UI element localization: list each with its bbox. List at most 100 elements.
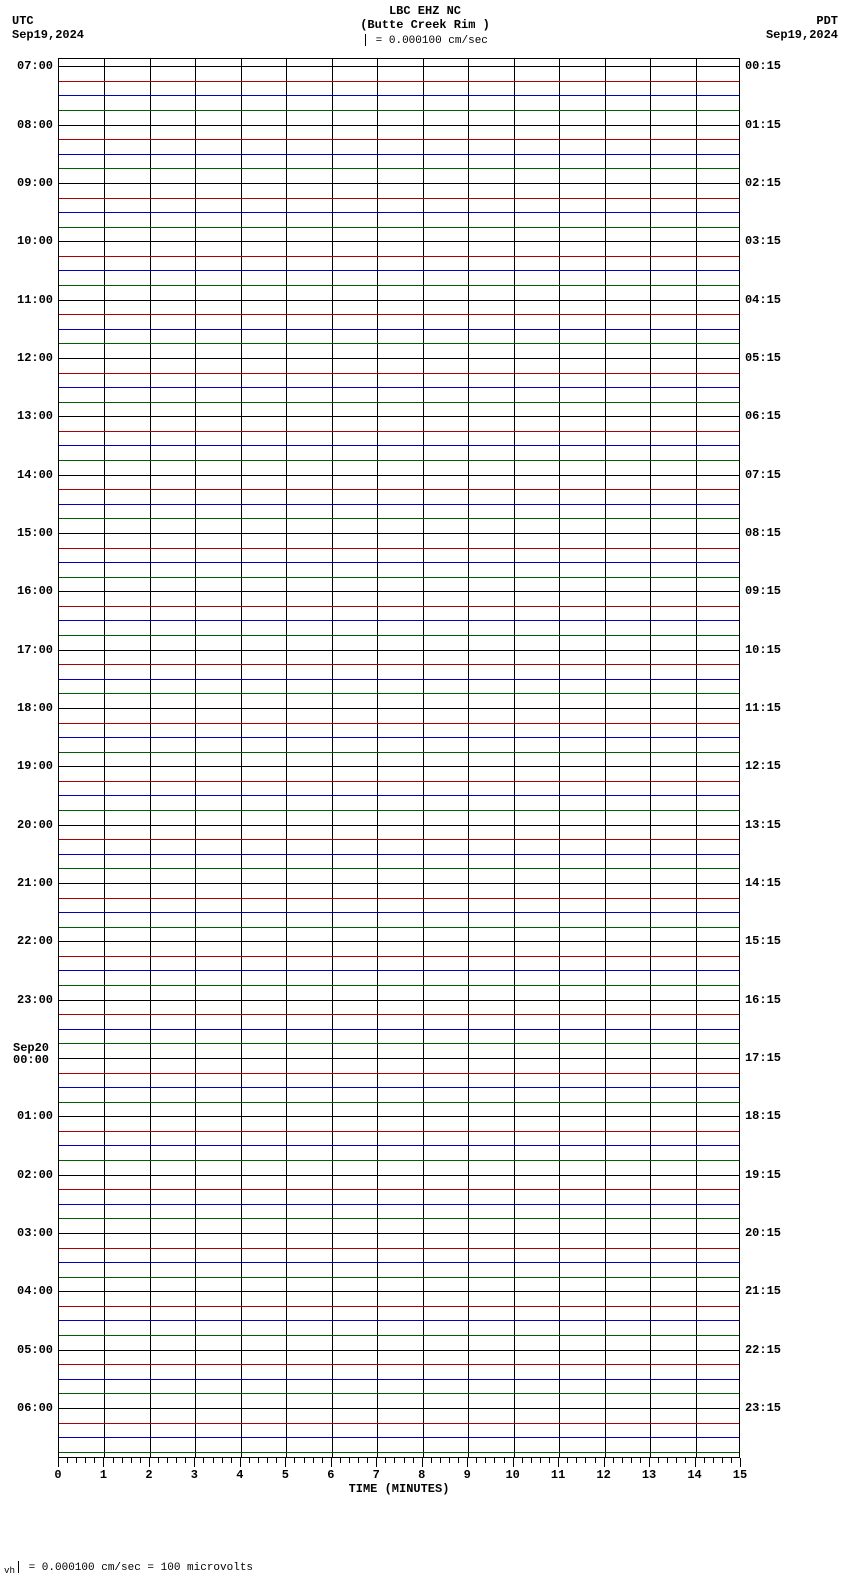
utc-time-label: 22:00: [17, 935, 53, 947]
seismic-trace: [59, 606, 739, 607]
xtick-label: 11: [551, 1468, 565, 1482]
seismic-trace: [59, 1102, 739, 1103]
pdt-time-label: 19:15: [745, 1169, 781, 1181]
xtick-label: 0: [54, 1468, 61, 1482]
seismic-trace: [59, 1306, 739, 1307]
seismic-trace: [59, 766, 739, 767]
xtick-minor: [631, 1458, 632, 1463]
utc-time-label: 15:00: [17, 527, 53, 539]
xtick-minor: [431, 1458, 432, 1463]
seismic-trace: [59, 970, 739, 971]
xtick-minor: [185, 1458, 186, 1463]
xtick-minor: [658, 1458, 659, 1463]
utc-time-label: 11:00: [17, 294, 53, 306]
utc-time-label: 05:00: [17, 1344, 53, 1356]
xtick-minor: [94, 1458, 95, 1463]
xtick-minor: [522, 1458, 523, 1463]
xtick-minor: [294, 1458, 295, 1463]
pdt-time-label: 16:15: [745, 994, 781, 1006]
xtick-minor: [640, 1458, 641, 1463]
utc-time-label: 21:00: [17, 877, 53, 889]
xtick-minor: [140, 1458, 141, 1463]
seismic-trace: [59, 95, 739, 96]
seismic-trace: [59, 431, 739, 432]
utc-time-label: 10:00: [17, 235, 53, 247]
seismic-trace: [59, 1364, 739, 1365]
xtick-minor: [349, 1458, 350, 1463]
pdt-time-label: 01:15: [745, 119, 781, 131]
xtick-minor: [440, 1458, 441, 1463]
pdt-time-label: 04:15: [745, 294, 781, 306]
xtick-minor: [595, 1458, 596, 1463]
seismic-trace: [59, 314, 739, 315]
seismic-trace: [59, 285, 739, 286]
xtick-label: 6: [327, 1468, 334, 1482]
xtick-label: 9: [464, 1468, 471, 1482]
pdt-time-label: 08:15: [745, 527, 781, 539]
xtick-label: 1: [100, 1468, 107, 1482]
seismic-trace: [59, 241, 739, 242]
xtick-minor: [704, 1458, 705, 1463]
pdt-time-label: 06:15: [745, 410, 781, 422]
xtick-minor: [413, 1458, 414, 1463]
pdt-time-label: 15:15: [745, 935, 781, 947]
xtick-minor: [85, 1458, 86, 1463]
pdt-time-label: 21:15: [745, 1285, 781, 1297]
x-axis: TIME (MINUTES) 0123456789101112131415: [58, 1458, 740, 1498]
xtick-minor: [549, 1458, 550, 1463]
utc-time-label: 01:00: [17, 1110, 53, 1122]
seismic-trace: [59, 489, 739, 490]
utc-time-label: 08:00: [17, 119, 53, 131]
seismic-trace: [59, 168, 739, 169]
seismic-trace: [59, 1145, 739, 1146]
seismic-trace: [59, 343, 739, 344]
seismic-trace: [59, 66, 739, 67]
pdt-time-label: 00:15: [745, 60, 781, 72]
xtick-minor: [122, 1458, 123, 1463]
seismic-trace: [59, 445, 739, 446]
seismic-trace: [59, 591, 739, 592]
seismic-trace: [59, 1452, 739, 1453]
xtick-major: [558, 1458, 559, 1467]
utc-time-label: 20:00: [17, 819, 53, 831]
xtick-minor: [176, 1458, 177, 1463]
utc-time-label: 02:00: [17, 1169, 53, 1181]
pdt-time-label: 07:15: [745, 469, 781, 481]
xtick-label: 4: [236, 1468, 243, 1482]
utc-time-label: 18:00: [17, 702, 53, 714]
tz-left-label: UTC: [12, 14, 34, 28]
xtick-minor: [622, 1458, 623, 1463]
pdt-time-label: 12:15: [745, 760, 781, 772]
seismic-trace: [59, 154, 739, 155]
xtick-minor: [394, 1458, 395, 1463]
xtick-major: [513, 1458, 514, 1467]
seismic-trace: [59, 416, 739, 417]
xtick-minor: [131, 1458, 132, 1463]
xtick-major: [194, 1458, 195, 1467]
xtick-minor: [585, 1458, 586, 1463]
utc-time-label: 07:00: [17, 60, 53, 72]
seismic-trace: [59, 839, 739, 840]
seismic-trace: [59, 562, 739, 563]
seismic-trace: [59, 635, 739, 636]
seismic-trace: [59, 912, 739, 913]
pdt-time-label: 03:15: [745, 235, 781, 247]
xtick-major: [649, 1458, 650, 1467]
xtick-minor: [685, 1458, 686, 1463]
seismic-trace: [59, 1087, 739, 1088]
seismic-trace: [59, 1379, 739, 1380]
seismic-trace: [59, 1262, 739, 1263]
scale-bar-icon: [365, 34, 366, 46]
seismic-trace: [59, 358, 739, 359]
seismic-trace: [59, 518, 739, 519]
seismic-trace: [59, 300, 739, 301]
utc-time-label: 19:00: [17, 760, 53, 772]
seismic-trace: [59, 752, 739, 753]
xtick-major: [695, 1458, 696, 1467]
seismic-trace: [59, 693, 739, 694]
seismic-trace: [59, 1204, 739, 1205]
seismic-trace: [59, 679, 739, 680]
seismic-trace: [59, 1291, 739, 1292]
seismic-trace: [59, 825, 739, 826]
seismic-trace: [59, 664, 739, 665]
